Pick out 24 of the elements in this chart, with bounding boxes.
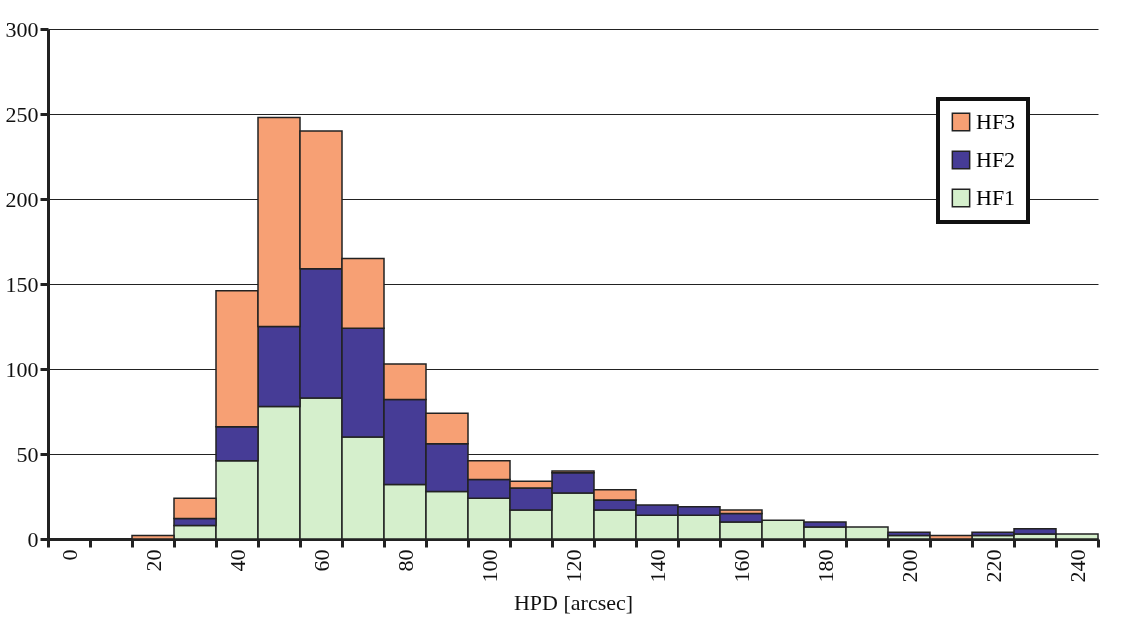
x-tick-label: 220 xyxy=(980,549,1006,583)
y-tick-label: 100 xyxy=(5,356,39,382)
legend-label: HF1 xyxy=(976,185,1016,210)
x-tick-label: 160 xyxy=(728,549,754,583)
x-tick-label: 120 xyxy=(560,549,586,583)
x-tick-label: 60 xyxy=(308,549,334,572)
y-tick-label: 150 xyxy=(5,271,39,297)
y-tick-label: 0 xyxy=(27,526,39,552)
legend-label: HF2 xyxy=(976,147,1016,172)
x-axis-title: HPD [arcsec] xyxy=(513,589,634,615)
x-tick-label: 100 xyxy=(476,549,502,583)
x-tick-label: 40 xyxy=(224,549,250,572)
x-tick-label: 20 xyxy=(140,549,166,572)
y-tick-label: 200 xyxy=(5,186,39,212)
y-tick-label: 50 xyxy=(16,441,39,467)
y-tick-label: 300 xyxy=(5,16,39,42)
x-tick-label: 240 xyxy=(1064,549,1090,583)
x-tick-label: 140 xyxy=(644,549,670,583)
x-tick-label: 0 xyxy=(56,549,82,561)
x-tick-label: 200 xyxy=(896,549,922,583)
y-tick-label: 250 xyxy=(5,101,39,127)
legend-label: HF3 xyxy=(976,109,1016,134)
x-tick-label: 180 xyxy=(812,549,838,583)
x-tick-label: 80 xyxy=(392,549,418,572)
